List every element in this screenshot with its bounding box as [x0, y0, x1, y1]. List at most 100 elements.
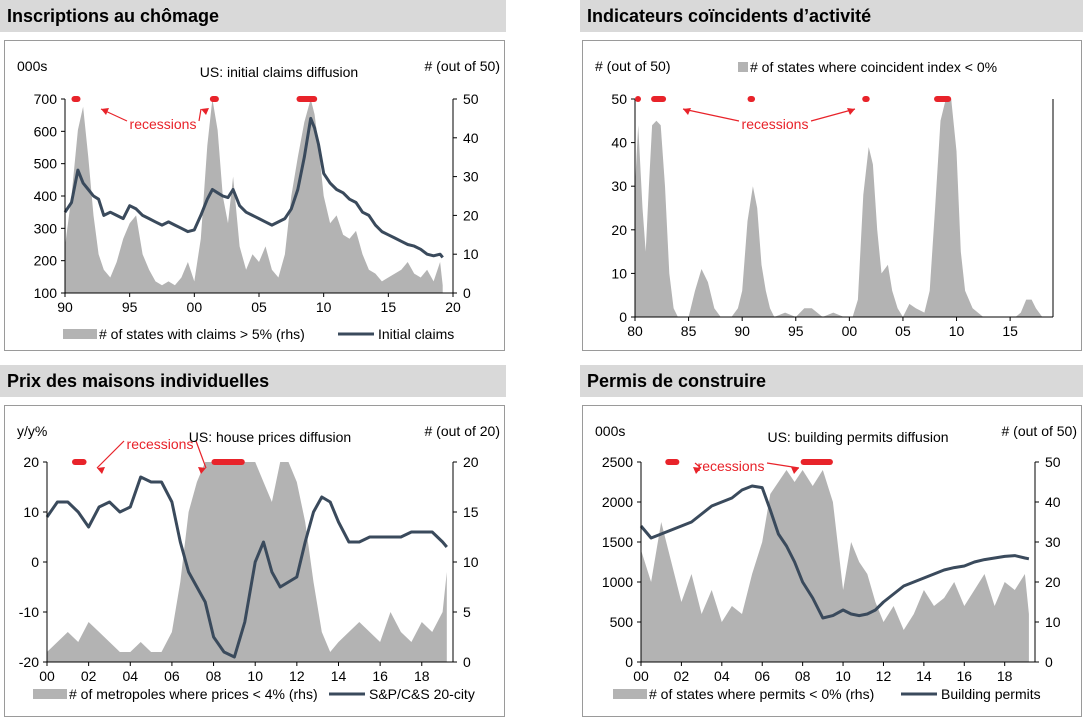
x-tick-label: 14 — [331, 668, 347, 684]
recession-marker — [800, 459, 833, 465]
x-tick-label: 04 — [122, 668, 138, 684]
y-right-tick-label: 40 — [463, 130, 479, 146]
y-left-tick-label: 0 — [31, 554, 39, 570]
recession-arrow — [96, 440, 125, 469]
legend-swatch-bars — [738, 62, 748, 72]
y-left-tick-label: -10 — [19, 604, 39, 620]
recession-marker — [934, 96, 952, 102]
y-left-tick-label: 40 — [611, 135, 627, 151]
y-left-tick-label: 500 — [34, 156, 58, 172]
y-right-tick-label: 50 — [463, 91, 479, 107]
legend-label-bars: # of states where permits < 0% (rhs) — [649, 686, 874, 702]
recession-arrowhead — [693, 467, 701, 474]
y-left-tick-label: -20 — [19, 654, 39, 670]
recession-arrow — [682, 108, 740, 122]
x-tick-label: 16 — [956, 668, 972, 684]
chart-title: US: initial claims diffusion — [200, 64, 358, 80]
recessions-label: recessions — [742, 116, 809, 132]
x-tick-label: 06 — [754, 668, 770, 684]
panel-heading: Prix des maisons individuelles — [0, 365, 506, 397]
chart-title: US: house prices diffusion — [189, 429, 351, 445]
legend-swatch-bars — [33, 689, 67, 699]
recessions-label: recessions — [130, 116, 197, 132]
chart-title: US: building permits diffusion — [767, 429, 948, 445]
recession-marker — [211, 459, 245, 465]
x-tick-label: 05 — [251, 299, 267, 315]
x-tick-label: 10 — [949, 323, 965, 339]
recession-arrowhead — [201, 108, 209, 115]
left-axis-unit: y/y% — [17, 423, 47, 439]
y-right-tick-label: 10 — [1045, 614, 1061, 630]
series-bars-area — [65, 99, 443, 293]
x-tick-label: 15 — [381, 299, 397, 315]
legend-label-line: S&P/C&S 20-city — [369, 686, 475, 702]
chart-frame: 90 95 00 05 10 15 20 100 200 300 400 500 600 700 0 10 20… — [4, 40, 505, 351]
y-right-tick-label: 0 — [463, 654, 471, 670]
chart-frame: 00 02 04 06 08 10 12 14 16 18 0 500 1000 1500 2000 2500… — [582, 405, 1082, 717]
x-tick-label: 00 — [633, 668, 649, 684]
y-right-tick-label: 30 — [1045, 534, 1061, 550]
panel-coincident-indicators: Indicateurs coïncidents d’activité 80 85 9… — [580, 0, 1083, 352]
recession-marker — [71, 96, 81, 102]
y-left-tick-label: 10 — [611, 265, 627, 281]
legend-swatch-bars — [63, 329, 97, 339]
recession-arrow — [198, 108, 202, 122]
x-tick-label: 16 — [372, 668, 388, 684]
x-tick-label: 10 — [316, 299, 332, 315]
y-right-tick-label: 15 — [463, 504, 479, 520]
series-line — [639, 484, 1030, 620]
x-tick-label: 20 — [445, 299, 461, 315]
right-axis-unit: # (out of 50) — [1002, 423, 1078, 439]
x-tick-label: 06 — [164, 668, 180, 684]
y-left-tick-label: 50 — [611, 91, 627, 107]
x-tick-label: 85 — [681, 323, 697, 339]
recession-marker — [747, 96, 756, 102]
recession-marker — [296, 96, 318, 102]
right-axis-unit: # (out of 50) — [425, 58, 501, 74]
panel-initial-claims: Inscriptions au chômage 90 95 00 05 10 15 20 10… — [0, 0, 506, 352]
recession-arrowhead — [683, 108, 691, 115]
x-tick-label: 90 — [734, 323, 750, 339]
chart-building-permits: 00 02 04 06 08 10 12 14 16 1805001000150020002500… — [595, 423, 1078, 702]
y-right-tick-label: 30 — [463, 169, 479, 185]
y-right-tick-label: 10 — [463, 246, 479, 262]
series-line — [45, 475, 448, 659]
x-tick-label: 08 — [795, 668, 811, 684]
y-left-tick-label: 100 — [34, 285, 58, 301]
x-tick-label: 95 — [122, 299, 138, 315]
legend-swatch-bars — [613, 689, 647, 699]
recession-arrowhead — [97, 467, 105, 474]
x-tick-label: 08 — [206, 668, 222, 684]
x-tick-label: 18 — [414, 668, 430, 684]
x-tick-label: 95 — [788, 323, 804, 339]
legend-label-line: Initial claims — [378, 326, 454, 342]
chart-coincident-index: 80 85 90 95 00 05 10 15 0 10 20 30 40 50 recessions # (… — [595, 58, 1054, 339]
y-left-tick-label: 1000 — [602, 574, 633, 590]
series-bars-area — [635, 99, 1053, 317]
x-tick-label: 04 — [714, 668, 730, 684]
x-tick-label: 10 — [835, 668, 851, 684]
series-line — [63, 116, 444, 259]
chart-initial-claims: 90 95 00 05 10 15 20 100 200 300 400 500 600 700 0 10 20… — [17, 58, 501, 342]
panel-heading: Inscriptions au chômage — [0, 0, 506, 32]
y-right-tick-label: 0 — [1045, 654, 1053, 670]
x-tick-label: 12 — [289, 668, 305, 684]
left-axis-unit: 000s — [595, 423, 625, 439]
x-tick-label: 18 — [997, 668, 1013, 684]
legend-label-bars: # of metropoles where prices < 4% (rhs) — [69, 686, 318, 702]
x-tick-label: 15 — [1002, 323, 1018, 339]
x-tick-label: 02 — [81, 668, 97, 684]
y-right-tick-label: 5 — [463, 604, 471, 620]
y-left-tick-label: 400 — [34, 188, 58, 204]
recession-marker — [209, 96, 219, 102]
recession-marker — [71, 459, 87, 465]
legend-label-line: Building permits — [941, 686, 1041, 702]
legend-label-bars: # of states with claims > 5% (rhs) — [99, 326, 305, 342]
y-right-tick-label: 20 — [1045, 574, 1061, 590]
recession-marker — [651, 96, 667, 102]
recessions-label: recessions — [698, 458, 765, 474]
panel-building-permits: Permis de construire 00 02 04 06 08 10 12 14 16 1… — [580, 365, 1083, 719]
recession-arrow — [694, 462, 702, 469]
recession-arrowhead — [791, 467, 799, 474]
y-right-tick-label: 10 — [463, 554, 479, 570]
